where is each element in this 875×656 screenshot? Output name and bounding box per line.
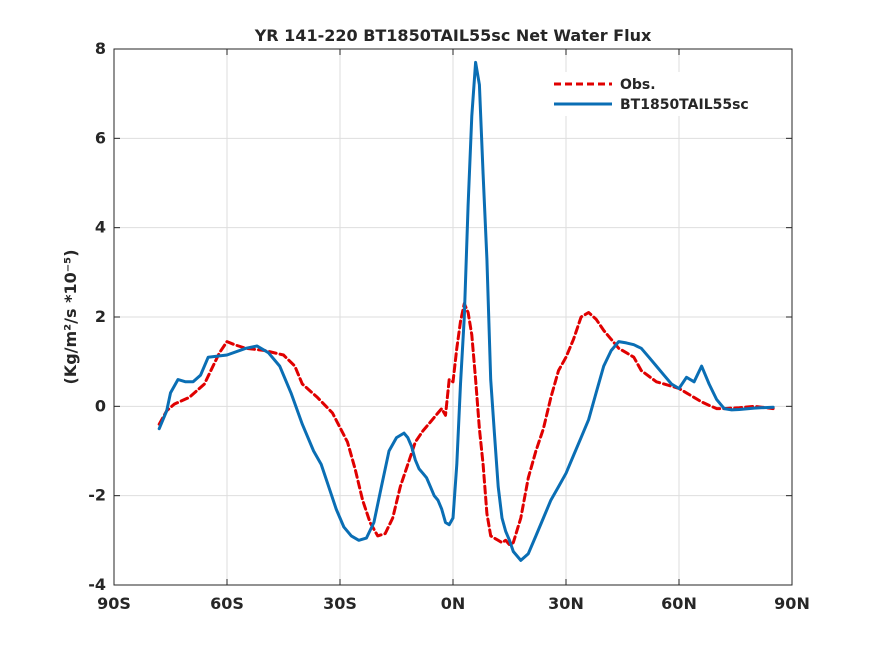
legend-box bbox=[548, 72, 778, 116]
series-line-obs bbox=[157, 302, 775, 547]
y-tick-label: -2 bbox=[88, 486, 106, 505]
x-tick-label: 0N bbox=[441, 594, 466, 613]
x-tick-label: 60N bbox=[661, 594, 697, 613]
x-tick-label: 30N bbox=[548, 594, 584, 613]
series-layer bbox=[157, 60, 775, 562]
legend-label-model: BT1850TAIL55sc bbox=[620, 97, 749, 113]
y-tick-label: 0 bbox=[95, 396, 106, 415]
y-tick-label: 8 bbox=[95, 39, 106, 58]
chart-title: YR 141-220 BT1850TAIL55sc Net Water Flux bbox=[254, 26, 652, 45]
x-tick-label: 30S bbox=[323, 594, 357, 613]
x-tick-label: 60S bbox=[210, 594, 244, 613]
x-tick-label: 90S bbox=[97, 594, 131, 613]
y-tick-label: 6 bbox=[95, 128, 106, 147]
x-tick-label: 90N bbox=[774, 594, 810, 613]
ticks-layer: 90S 60S 30S 0N 30N 60N 90N -4 -2 0 2 4 6 8 bbox=[88, 39, 810, 613]
legend: Obs. BT1850TAIL55sc bbox=[548, 72, 778, 116]
series-line-model bbox=[157, 60, 775, 562]
y-tick-label: 4 bbox=[95, 218, 106, 237]
legend-label-obs: Obs. bbox=[620, 77, 656, 93]
y-axis-label: (Kg/m²/s *10⁻⁵) bbox=[61, 249, 80, 384]
y-tick-label: 2 bbox=[95, 307, 106, 326]
plot-frame bbox=[113, 48, 793, 586]
y-tick-label: -4 bbox=[88, 575, 106, 594]
